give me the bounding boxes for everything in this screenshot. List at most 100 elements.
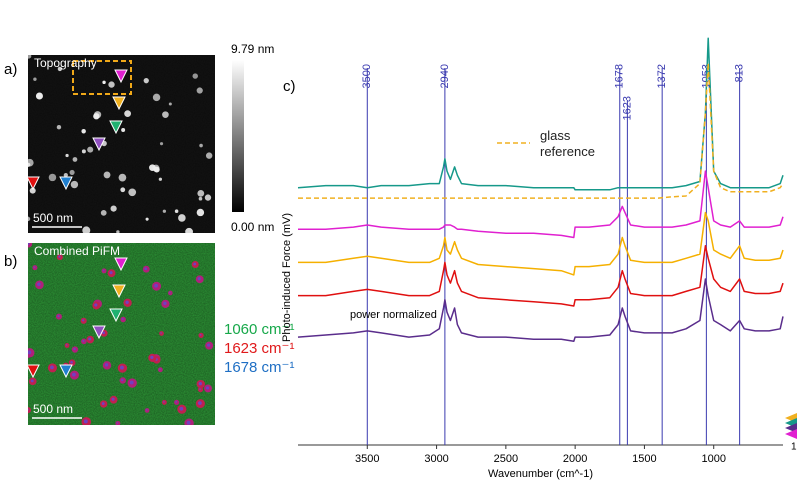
particle [72, 157, 78, 162]
y-axis-label: Photo-induced Force (mV) [281, 213, 293, 342]
particle-core [116, 422, 119, 424]
particle-core [198, 381, 203, 386]
channel-label: 1623 cm⁻¹ [224, 340, 294, 357]
particle-core [82, 339, 85, 342]
particle-core [205, 386, 210, 390]
marker-triangle [92, 137, 106, 152]
x-tick-label: 1000 [701, 453, 725, 465]
x-tick-label: 3000 [424, 453, 448, 465]
particle-core [104, 363, 109, 367]
particle [108, 81, 115, 88]
spectrum [298, 211, 784, 276]
peak-label: 1623 [621, 96, 633, 120]
particle [196, 87, 203, 94]
end-marker-label: 1 [791, 442, 797, 453]
particle [124, 110, 131, 117]
particle [152, 93, 161, 102]
particle-core [159, 368, 161, 371]
marker-triangle [92, 325, 106, 340]
peak-label: 1678 [614, 64, 626, 88]
particle-core [50, 365, 54, 370]
particle-core [72, 372, 76, 377]
particle [174, 209, 179, 213]
channel-label: 1678 cm⁻¹ [224, 359, 294, 376]
particle-core [37, 282, 41, 287]
particle [118, 173, 127, 182]
particle-core [121, 318, 124, 321]
particle [100, 209, 107, 216]
marker-triangle [59, 364, 73, 379]
end-marker [785, 429, 797, 439]
particle-core [121, 378, 124, 382]
particle [69, 169, 75, 175]
particle-core [199, 333, 202, 336]
particle [28, 216, 31, 222]
particle-core [163, 301, 167, 305]
particle-core [102, 269, 105, 272]
particle-core [125, 300, 129, 304]
marker-triangle [28, 176, 40, 191]
particle [28, 55, 32, 59]
particle [196, 208, 205, 217]
particle-core [169, 291, 171, 294]
particle [93, 113, 100, 120]
particle [143, 78, 149, 84]
particle-core [163, 401, 165, 403]
annotation: power normalized [350, 309, 437, 321]
marker-triangle [114, 257, 128, 272]
panel-label: c) [283, 78, 296, 95]
panel-label: a) [4, 61, 17, 78]
particle [81, 149, 86, 154]
image-title: Topography [34, 56, 97, 70]
peak-label: 1372 [656, 64, 668, 88]
particles [28, 55, 213, 233]
particle-core [57, 315, 60, 318]
particle [70, 180, 79, 189]
spectrum [298, 170, 784, 239]
particle-core [109, 271, 113, 275]
particle-core [33, 266, 36, 269]
particle [149, 164, 156, 171]
particle [82, 226, 91, 233]
spectrum [297, 37, 784, 191]
spectrum [298, 245, 784, 307]
x-tick-label: 3500 [355, 453, 379, 465]
particle-core [28, 243, 30, 245]
particle-core [198, 401, 202, 405]
x-axis-label: Wavenumber (cm^-1) [488, 468, 593, 480]
x-tick-label: 2000 [563, 453, 587, 465]
scale-bar-label: 500 nm [33, 402, 73, 416]
particle-core [30, 379, 34, 383]
particle [120, 187, 126, 193]
particle-core [88, 337, 92, 341]
x-tick-label: 2500 [494, 453, 518, 465]
marker-triangle [59, 176, 73, 191]
colorbar [232, 60, 244, 212]
particle [57, 66, 63, 72]
particle [48, 173, 57, 182]
particle-core [28, 350, 32, 355]
peak-label: 3500 [361, 64, 373, 88]
spectrum [297, 278, 784, 343]
particle-core [120, 365, 124, 370]
particle-core [199, 388, 201, 390]
particle [168, 102, 172, 106]
particle [33, 77, 37, 81]
particle-core [65, 344, 68, 346]
particle [29, 187, 36, 194]
particle [128, 188, 137, 197]
particle [192, 73, 198, 79]
colorbar-min: 0.00 nm [231, 220, 274, 234]
particle [158, 177, 163, 181]
particle [185, 227, 193, 233]
particle [63, 173, 68, 178]
particle [159, 142, 164, 146]
particle-core [102, 331, 105, 335]
particle [103, 171, 111, 179]
image-noise [28, 55, 215, 233]
particle [197, 189, 205, 197]
image-title: Combined PiFM [34, 244, 120, 258]
particle-core [58, 255, 61, 258]
marker-triangle [28, 364, 40, 379]
